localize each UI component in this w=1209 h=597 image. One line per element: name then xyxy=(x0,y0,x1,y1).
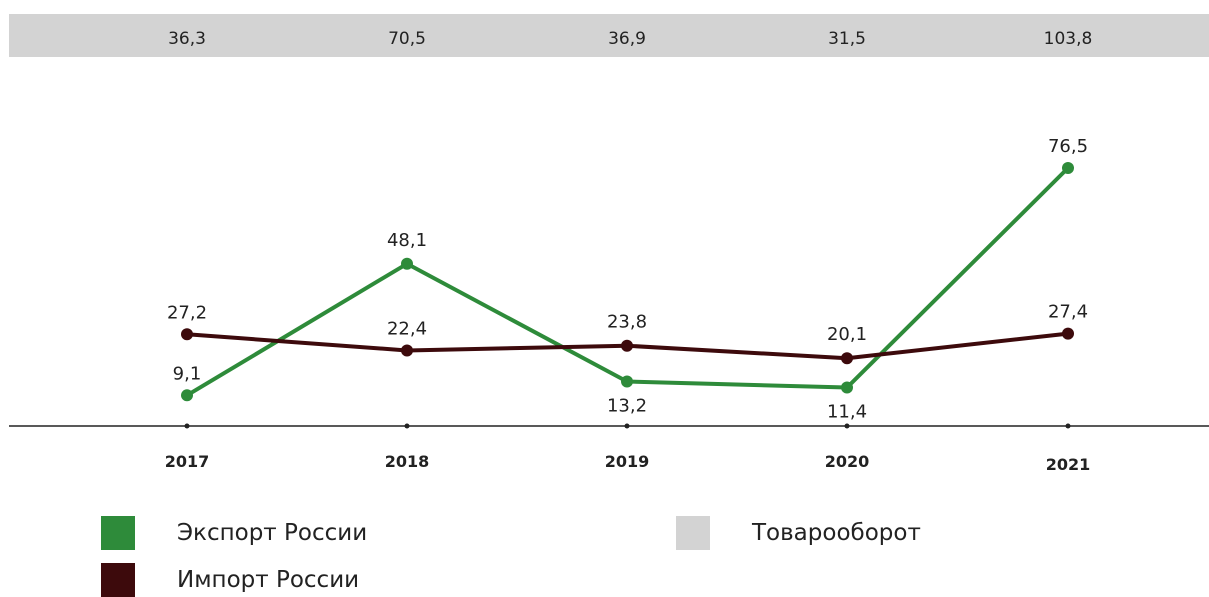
legend-label-turnover: Товарооборот xyxy=(752,520,921,546)
data-label-export: 13,2 xyxy=(607,395,647,416)
x-axis-tick xyxy=(844,423,850,429)
turnover-value: 31,5 xyxy=(828,29,866,49)
x-axis-tick xyxy=(404,423,410,429)
x-axis-tick xyxy=(184,423,190,429)
x-tick-label: 2021 xyxy=(1046,455,1091,474)
data-point-export xyxy=(841,381,853,394)
data-point-export xyxy=(621,375,633,388)
x-tick-label: 2018 xyxy=(385,452,430,471)
data-point-export xyxy=(401,257,413,270)
data-label-export: 76,5 xyxy=(1048,136,1088,157)
legend-swatch-export xyxy=(101,516,135,550)
data-label-import: 20,1 xyxy=(827,324,867,345)
data-point-import xyxy=(621,339,633,352)
x-axis-tick xyxy=(624,423,630,429)
turnover-value: 103,8 xyxy=(1044,29,1093,49)
legend-swatch-import xyxy=(101,563,135,597)
data-point-import xyxy=(401,344,413,357)
x-axis-tick xyxy=(1065,423,1071,429)
legend-label-export: Экспорт России xyxy=(177,520,368,546)
legend-item-import: Импорт России xyxy=(101,563,359,597)
data-label-import: 27,4 xyxy=(1048,302,1088,323)
x-tick-label: 2020 xyxy=(825,452,870,471)
turnover-value: 70,5 xyxy=(388,29,426,49)
data-point-import xyxy=(181,328,193,341)
x-tick-label: 2019 xyxy=(605,452,650,471)
x-tick-label: 2017 xyxy=(165,452,210,471)
data-point-import xyxy=(841,352,853,365)
data-point-export xyxy=(1062,162,1074,174)
turnover-band xyxy=(9,14,1209,57)
turnover-value: 36,9 xyxy=(608,29,646,49)
data-label-export: 11,4 xyxy=(827,402,867,423)
data-label-export: 9,1 xyxy=(173,363,202,384)
data-point-import xyxy=(1062,327,1074,340)
legend-swatch-turnover xyxy=(676,516,710,550)
series-line-export xyxy=(185,166,1070,398)
legend-item-turnover: Товарооборот xyxy=(676,516,921,550)
data-point-export xyxy=(181,389,193,402)
data-label-import: 22,4 xyxy=(387,318,427,339)
data-label-import: 23,8 xyxy=(607,312,647,333)
turnover-value: 36,3 xyxy=(168,29,206,49)
legend-item-export: Экспорт России xyxy=(101,516,367,550)
data-label-export: 48,1 xyxy=(387,230,427,251)
data-label-import: 27,2 xyxy=(167,302,207,323)
legend-label-import: Импорт России xyxy=(177,567,360,593)
